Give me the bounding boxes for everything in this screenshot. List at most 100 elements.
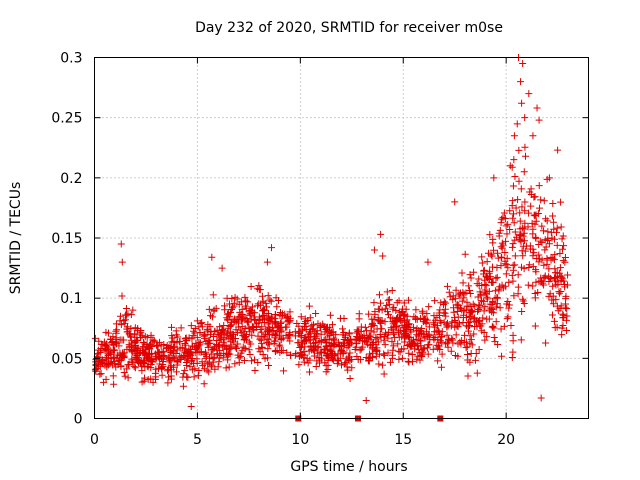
data-point: [563, 312, 571, 320]
data-point: [554, 146, 562, 154]
data-point: [498, 352, 506, 360]
data-point: [378, 306, 386, 314]
data-point: [486, 231, 494, 239]
data-point: [366, 350, 374, 358]
data-point: [138, 332, 146, 340]
data-point: [437, 319, 445, 327]
data-point: [317, 337, 325, 345]
data-point: [373, 335, 381, 343]
data-point: [503, 260, 511, 268]
data-point: [135, 359, 143, 367]
data-point: [466, 286, 474, 294]
data-point: [483, 333, 491, 341]
data-point: [430, 328, 438, 336]
data-point: [420, 318, 428, 326]
data-point: [118, 292, 126, 300]
data-point: [562, 300, 570, 308]
data-point: [107, 355, 115, 363]
data-point: [401, 311, 409, 319]
data-point: [160, 340, 168, 348]
data-point: [284, 318, 292, 326]
data-point: [466, 290, 474, 298]
data-point: [259, 332, 267, 340]
data-point: [400, 299, 408, 307]
data-point: [564, 281, 572, 289]
data-point: [172, 368, 180, 376]
y-axis-label: SRMTID / TECUs: [8, 182, 24, 295]
data-point: [506, 162, 514, 170]
data-point: [490, 324, 498, 332]
data-point: [272, 318, 280, 326]
data-point: [475, 281, 483, 289]
data-point: [488, 263, 496, 271]
data-point: [554, 280, 562, 288]
data-point: [390, 342, 398, 350]
data-point: [332, 331, 340, 339]
data-point: [127, 333, 135, 341]
data-point: [137, 326, 145, 334]
data-point: [474, 307, 482, 315]
data-point: [120, 368, 128, 376]
data-point: [532, 278, 540, 286]
data-point: [261, 355, 269, 363]
data-point: [511, 252, 519, 260]
data-point: [123, 365, 131, 373]
data-point: [355, 315, 363, 323]
data-point: [487, 251, 495, 259]
data-point: [462, 314, 470, 322]
data-point: [174, 357, 182, 365]
data-point: [155, 349, 162, 357]
data-point: [385, 311, 393, 319]
data-point: [228, 304, 236, 312]
data-point: [406, 343, 414, 351]
data-point: [138, 367, 146, 375]
data-point: [127, 342, 135, 350]
data-point: [375, 291, 383, 299]
data-point: [388, 338, 396, 346]
data-point: [398, 305, 406, 313]
data-point: [201, 331, 209, 339]
data-point: [444, 322, 452, 330]
data-point: [168, 323, 176, 331]
data-point: [558, 245, 566, 253]
data-point: [165, 365, 173, 373]
data-point: [181, 339, 189, 347]
data-point: [264, 292, 272, 300]
data-point: [362, 338, 370, 346]
data-point: [517, 336, 525, 344]
data-point: [514, 290, 522, 298]
data-point: [262, 299, 270, 307]
data-point: [141, 363, 149, 371]
data-point: [380, 351, 388, 359]
data-point: [466, 317, 474, 325]
data-point: [96, 370, 104, 378]
data-point: [549, 282, 557, 290]
data-point: [551, 277, 559, 285]
data-point: [263, 327, 271, 335]
data-point: [418, 353, 426, 361]
data-point: [504, 313, 512, 321]
data-point: [420, 345, 428, 353]
data-point: [521, 237, 529, 245]
y-tick-label: 0.1: [60, 291, 82, 307]
data-point: [479, 314, 487, 322]
data-point: [339, 325, 347, 333]
data-point: [246, 351, 254, 359]
data-point: [558, 235, 566, 243]
data-point: [475, 275, 483, 283]
data-point: [381, 318, 389, 326]
data-point: [387, 358, 395, 366]
data-point: [377, 325, 385, 333]
data-point: [328, 348, 336, 356]
data-point: [462, 289, 470, 297]
data-point: [535, 278, 543, 286]
data-point: [505, 278, 513, 286]
data-point: [497, 254, 505, 262]
data-point: [365, 355, 373, 363]
data-point: [256, 325, 264, 333]
data-point: [305, 302, 313, 310]
data-point: [149, 336, 157, 344]
data-point: [518, 203, 526, 211]
data-point: [534, 288, 542, 296]
data-point: [454, 352, 462, 360]
